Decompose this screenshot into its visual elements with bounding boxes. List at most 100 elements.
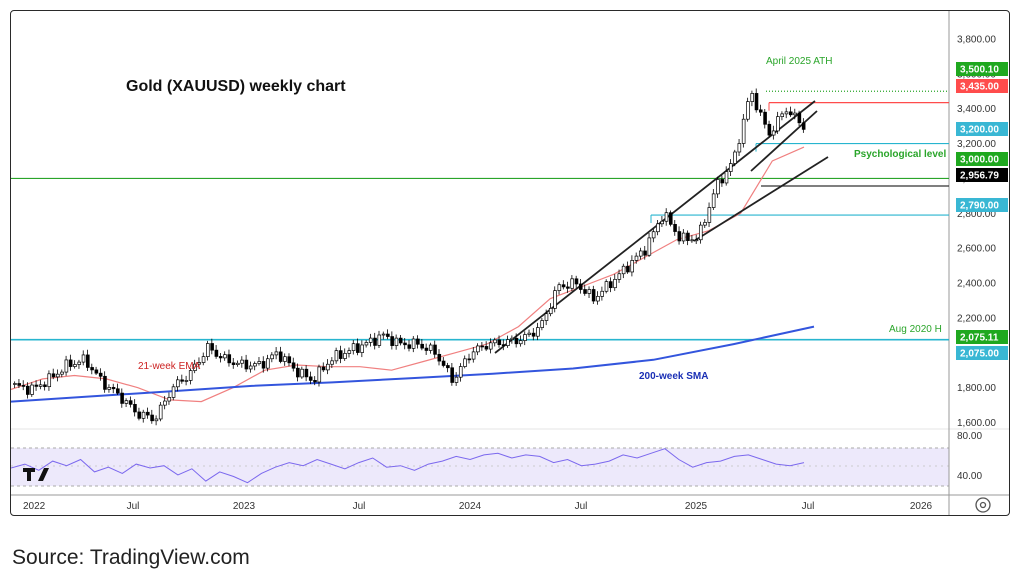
rsi-line	[11, 448, 805, 484]
candle-body	[416, 338, 420, 345]
candle-body	[647, 237, 652, 256]
candle-body	[638, 250, 643, 257]
candle-body	[789, 111, 793, 116]
candle-body	[150, 414, 154, 422]
candle-body	[338, 350, 343, 359]
candle-body	[283, 356, 287, 362]
candle-body	[793, 112, 797, 116]
candle-body	[433, 344, 437, 355]
candle-body	[596, 295, 600, 302]
candle-body	[308, 376, 313, 381]
candle-body	[493, 339, 497, 344]
candle-body	[703, 222, 707, 226]
candle-body	[351, 343, 356, 351]
x-tick-label: Jul	[575, 501, 588, 512]
candle-body	[257, 361, 262, 364]
tradingview-logo-icon	[23, 468, 49, 481]
candle-body	[506, 339, 510, 347]
x-tick-label: 2025	[685, 501, 708, 512]
candle-body	[801, 122, 806, 130]
candle-body	[377, 334, 382, 346]
candle-body	[287, 356, 292, 364]
candle-body	[673, 224, 677, 232]
candle-body	[600, 290, 604, 297]
price-tag-label: 3,200.00	[960, 125, 999, 136]
psychological-level-annotation: Psychological level	[854, 149, 946, 160]
candle-body	[330, 360, 334, 365]
candle-body	[463, 358, 467, 367]
candle-body	[68, 359, 73, 367]
candle-body	[441, 360, 446, 366]
rsi-tick-label: 80.00	[957, 431, 982, 442]
candle-body	[360, 344, 364, 353]
candle-body	[64, 359, 69, 373]
candle-body	[561, 284, 566, 288]
candle-body	[501, 344, 506, 347]
candle-body	[206, 343, 210, 357]
candle-body	[253, 363, 257, 367]
x-tick-label: 2022	[23, 501, 46, 512]
candle-body	[236, 362, 240, 365]
candle-body	[707, 207, 712, 223]
candle-body	[163, 400, 167, 406]
candle-body	[548, 308, 553, 315]
candle-body	[523, 334, 527, 341]
candle-body	[750, 93, 755, 102]
candle-body	[266, 358, 270, 369]
candle-body	[171, 386, 176, 398]
gear-icon[interactable]	[975, 497, 991, 513]
ema-annotation: 21-week EMA	[138, 361, 201, 372]
candle-body	[214, 349, 219, 357]
y-tick-label: 2,600.00	[957, 244, 996, 255]
candle-body	[518, 340, 523, 345]
candle-body	[296, 367, 300, 378]
candle-body	[604, 281, 609, 292]
x-tick-label: Jul	[353, 501, 366, 512]
candle-body	[407, 344, 412, 349]
candle-body	[158, 404, 163, 420]
candle-body	[634, 255, 639, 261]
candle-body	[403, 342, 407, 346]
price-tag	[956, 330, 1008, 344]
candle-body	[686, 232, 690, 241]
candle-body	[488, 342, 493, 350]
candle-body	[30, 384, 34, 395]
candle-body	[437, 353, 442, 362]
candle-body	[94, 369, 99, 374]
candle-body	[660, 220, 664, 225]
candle-body	[570, 278, 574, 289]
candle-body	[540, 320, 544, 328]
trendline-long	[494, 100, 816, 354]
candle-body	[107, 387, 112, 390]
candle-body	[180, 379, 184, 382]
candle-body	[643, 250, 647, 256]
candle-body	[103, 375, 107, 390]
candle-body	[43, 384, 47, 388]
candle-body	[176, 379, 180, 388]
candle-body	[261, 361, 266, 369]
candle-body	[677, 231, 682, 242]
candle-body	[428, 344, 433, 351]
candle-body	[484, 346, 489, 350]
candle-body	[90, 367, 94, 371]
candle-body	[193, 363, 197, 371]
candle-body	[86, 354, 90, 368]
candle-body	[313, 380, 317, 383]
candle-body	[668, 212, 673, 225]
candle-body	[133, 404, 137, 413]
candle-body	[690, 239, 695, 242]
candle-body	[77, 361, 82, 365]
candle-body	[13, 383, 17, 385]
candle-body	[767, 123, 772, 136]
candle-body	[514, 337, 519, 345]
candle-body	[227, 354, 232, 364]
candle-body	[223, 354, 227, 359]
candle-body	[326, 363, 330, 371]
candle-body	[137, 411, 142, 419]
price-tag-label: 3,500.10	[960, 65, 999, 76]
price-tag-label: 2,956.79	[960, 171, 999, 182]
candle-body	[531, 332, 536, 337]
price-tag-label: 2,790.00	[960, 201, 999, 212]
candle-body	[274, 351, 279, 356]
candle-body	[741, 118, 746, 144]
